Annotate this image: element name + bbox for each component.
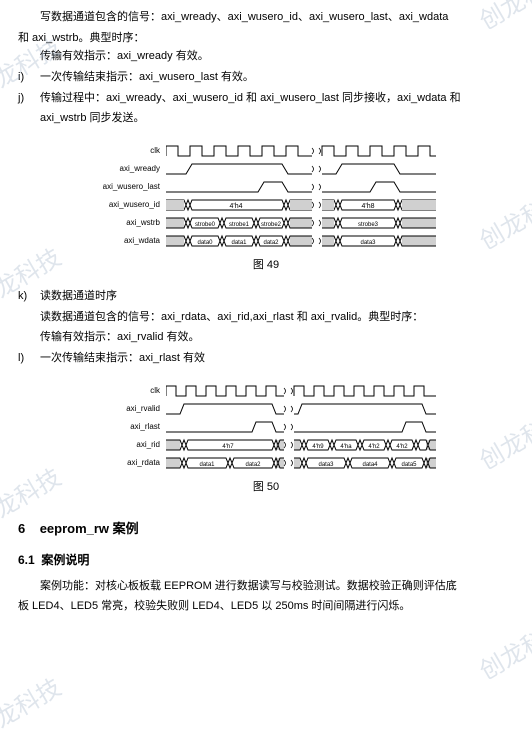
svg-text:data2: data2 [263, 240, 279, 246]
list-cont: axi_wstrb 同步发送。 [18, 109, 514, 128]
section-num: 6 [18, 521, 25, 536]
list-item-j: j) 传输过程中：axi_wready、axi_wusero_id 和 axi_… [18, 89, 514, 108]
svg-text:strobe2: strobe2 [261, 222, 282, 228]
fig50-caption: 图 50 [18, 478, 514, 497]
rid-wave: 4'h7 4'h9 4'ha 4'h2 4'h2 [166, 436, 436, 454]
bus-val: 4'h4 [229, 203, 242, 210]
rvalid-wave [166, 400, 436, 418]
watermark: 创龙科技 [472, 179, 532, 262]
case-body-2: 板 LED4、LED5 常亮，校验失败则 LED4、LED5 以 250ms 时… [18, 597, 514, 616]
wready-wave [166, 160, 436, 178]
svg-text:data3: data3 [318, 462, 334, 468]
svg-text:4'h7: 4'h7 [222, 444, 234, 450]
list-item-l: l) 一次传输结束指示：axi_rlast 有效 [18, 349, 514, 368]
svg-text:data0: data0 [197, 240, 213, 246]
rdata-wave: data1 data2 data3 data4 data5 [166, 454, 436, 472]
section-heading: 6 eeprom_rw 案例 [18, 518, 514, 540]
subsection-num: 6.1 [18, 553, 35, 567]
list-key: i) [18, 68, 40, 87]
wlast-wave [166, 178, 436, 196]
clk-wave [166, 142, 436, 160]
svg-text:data1: data1 [231, 240, 247, 246]
sig-label-wlast: axi_wusero_last [96, 180, 166, 194]
rlast-wave [166, 418, 436, 436]
sig-label-rid: axi_rid [96, 438, 166, 452]
list-text: 读数据通道时序 [40, 287, 514, 306]
wdata-wave: data0 data1 data2 data3 [166, 232, 436, 250]
list-text: 一次传输结束指示：axi_wusero_last 有效。 [40, 68, 514, 87]
wid-wave: 4'h4 4'h8 [166, 196, 436, 214]
timing-diagram-50: clk axi_rvalid axi_rlast axi_rid 4'h7 4'… [96, 382, 436, 472]
watermark: 创龙科技 [472, 609, 532, 692]
bus-val: 4'h8 [361, 203, 374, 210]
list-text: 传输过程中：axi_wready、axi_wusero_id 和 axi_wus… [40, 89, 514, 108]
intro-line2: 传输有效指示：axi_wready 有效。 [18, 47, 514, 66]
list-item-k: k) 读数据通道时序 [18, 287, 514, 306]
list-item-i: i) 一次传输结束指示：axi_wusero_last 有效。 [18, 68, 514, 87]
sig-label-wdata: axi_wdata [96, 234, 166, 248]
svg-text:strobe3: strobe3 [358, 222, 379, 228]
list-text: 一次传输结束指示：axi_rlast 有效 [40, 349, 514, 368]
subsection-heading: 6.1 案例说明 [18, 550, 514, 570]
clk-wave-50 [166, 382, 436, 400]
subsection-title: 案例说明 [41, 553, 89, 567]
list-key: k) [18, 287, 40, 306]
list-key: j) [18, 89, 40, 108]
read-para-1: 读数据通道包含的信号：axi_rdata、axi_rid,axi_rlast 和… [18, 308, 514, 327]
svg-text:4'h2: 4'h2 [396, 444, 408, 450]
wstrb-wave: strobe0 strobe1 strobe2 strobe3 [166, 214, 436, 232]
fig49-caption: 图 49 [18, 256, 514, 275]
sig-label-wid: axi_wusero_id [96, 198, 166, 212]
sig-label-wstrb: axi_wstrb [96, 216, 166, 230]
case-body-1: 案例功能：对核心板板载 EEPROM 进行数据读写与校验测试。数据校验正确则评估… [18, 577, 514, 596]
svg-text:4'h2: 4'h2 [368, 444, 380, 450]
sig-label-rvalid: axi_rvalid [96, 402, 166, 416]
sig-label-rlast: axi_rlast [96, 420, 166, 434]
sig-label-clk: clk [96, 384, 166, 398]
svg-text:strobe1: strobe1 [229, 222, 250, 228]
section-title: eeprom_rw 案例 [40, 521, 139, 536]
intro-line1: 写数据通道包含的信号：axi_wready、axi_wusero_id、axi_… [18, 8, 514, 27]
list-key: l) [18, 349, 40, 368]
sig-label-rdata: axi_rdata [96, 456, 166, 470]
sig-label-wready: axi_wready [96, 162, 166, 176]
svg-text:data5: data5 [401, 462, 417, 468]
svg-text:4'ha: 4'ha [340, 444, 352, 450]
svg-text:4'h9: 4'h9 [312, 444, 324, 450]
svg-text:data3: data3 [360, 240, 376, 246]
svg-text:data2: data2 [245, 462, 261, 468]
timing-diagram-49: clk axi_wready axi_wusero_last axi_wuser… [96, 142, 436, 250]
watermark: 创龙科技 [0, 669, 70, 752]
svg-text:data1: data1 [199, 462, 215, 468]
read-para-2: 传输有效指示：axi_rvalid 有效。 [18, 328, 514, 347]
sig-label-clk: clk [96, 144, 166, 158]
svg-text:strobe0: strobe0 [195, 222, 216, 228]
intro-line1b: 和 axi_wstrb。典型时序： [18, 29, 514, 48]
svg-text:data4: data4 [362, 462, 378, 468]
watermark: 创龙科技 [472, 399, 532, 482]
